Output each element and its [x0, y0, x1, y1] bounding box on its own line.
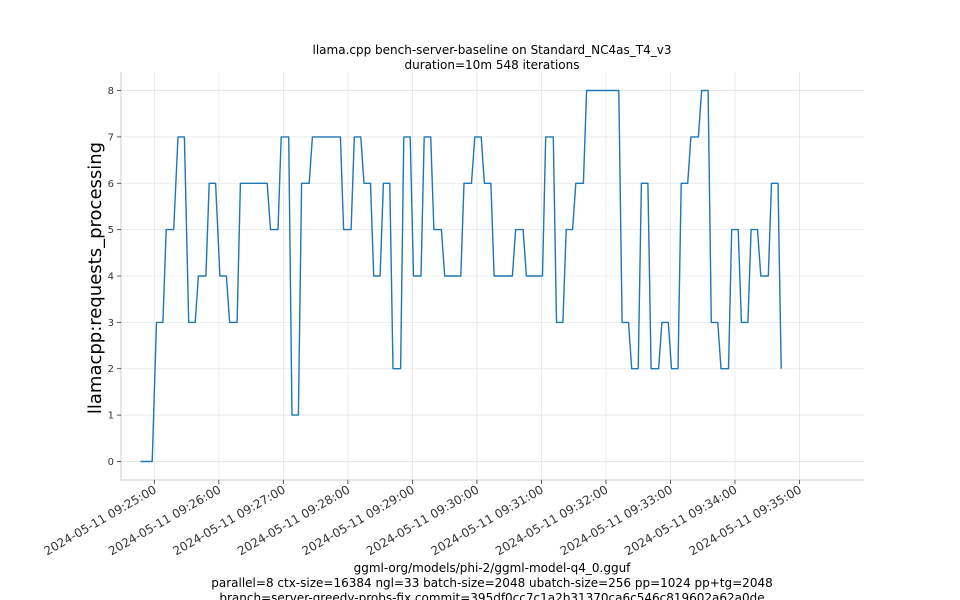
chart-subtitle: duration=10m 548 iterations	[405, 58, 580, 72]
y-tick-label: 1	[108, 411, 114, 422]
series-layer	[140, 89, 782, 463]
y-tick-label: 0	[108, 457, 114, 468]
y-axis: 0 1 2 3 4 5 6 7 8	[108, 86, 121, 468]
x-tick-label: 2024-05-11 09:31:00	[429, 482, 546, 558]
x-tick-label: 2024-05-11 09:25:00	[41, 482, 158, 558]
x-tick-label: 2024-05-11 09:33:00	[558, 482, 675, 558]
x-tick-label: 2024-05-11 09:34:00	[622, 482, 739, 558]
y-tick-label: 8	[108, 86, 114, 97]
chart-title: llama.cpp bench-server-baseline on Stand…	[313, 43, 672, 57]
footer-params: parallel=8 ctx-size=16384 ngl=33 batch-s…	[211, 576, 772, 590]
footer-model: ggml-org/models/phi-2/ggml-model-q4_0.gg…	[354, 561, 632, 575]
y-tick-label: 7	[108, 132, 114, 143]
y-tick-label: 4	[108, 272, 114, 283]
x-tick-label: 2024-05-11 09:30:00	[364, 482, 481, 558]
x-tick-label: 2024-05-11 09:35:00	[687, 482, 804, 558]
x-tick-label: 2024-05-11 09:29:00	[300, 482, 417, 558]
y-axis-label: llamacpp:requests_processing	[85, 142, 106, 414]
y-tick-label: 3	[108, 318, 114, 329]
grid	[121, 72, 864, 480]
x-tick-label: 2024-05-11 09:27:00	[170, 482, 287, 558]
y-tick-label: 6	[108, 179, 114, 190]
x-tick-label: 2024-05-11 09:32:00	[493, 482, 610, 558]
y-tick-label: 5	[108, 225, 114, 236]
series-line	[140, 89, 782, 463]
x-tick-label: 2024-05-11 09:26:00	[106, 482, 223, 558]
footer-branch: branch=server-greedy-probs-fix commit=39…	[219, 591, 764, 600]
x-tick-label: 2024-05-11 09:28:00	[235, 482, 352, 558]
plot-frame	[120, 72, 864, 481]
y-tick-label: 2	[108, 364, 114, 375]
